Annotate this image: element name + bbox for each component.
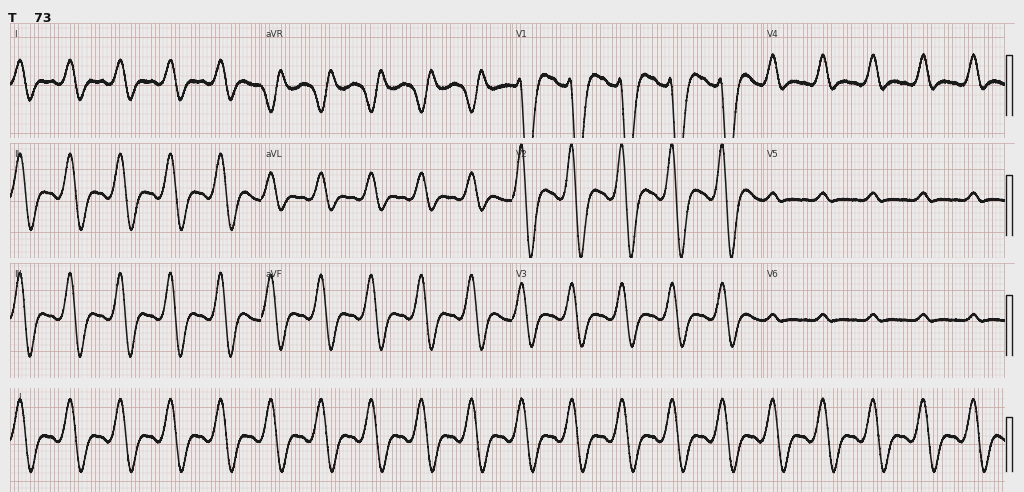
Text: V1: V1 [516,30,528,39]
Text: aVL: aVL [265,150,282,159]
Text: V5: V5 [767,150,779,159]
Text: II: II [14,150,19,159]
Text: V3: V3 [516,270,528,279]
Text: V2: V2 [516,150,527,159]
Text: aVF: aVF [265,270,282,279]
Text: T    73: T 73 [8,12,51,25]
Text: III: III [14,270,23,279]
Text: I: I [14,30,16,39]
Text: aVR: aVR [265,30,283,39]
Text: V6: V6 [767,270,779,279]
Text: I: I [18,394,20,402]
Text: V4: V4 [767,30,778,39]
